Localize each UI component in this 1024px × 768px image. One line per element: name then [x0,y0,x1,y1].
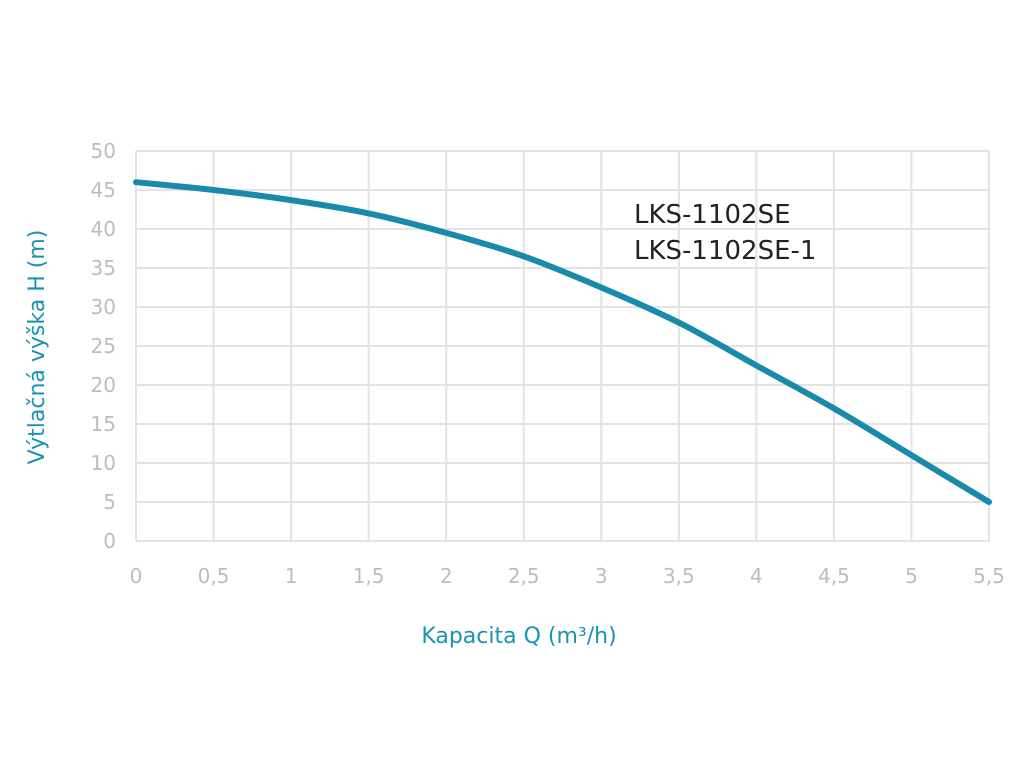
x-tick-label: 3 [595,564,608,588]
y-tick-label: 5 [103,490,116,514]
y-tick-label: 0 [103,529,116,553]
y-tick-label: 25 [91,334,116,358]
x-tick-label: 0 [130,564,143,588]
x-tick-label: 4,5 [818,564,850,588]
x-tick-label: 5 [905,564,918,588]
x-tick-label: 2 [440,564,453,588]
data-point [598,285,604,291]
y-tick-label: 20 [91,373,116,397]
x-tick-label: 1 [285,564,298,588]
data-point [676,320,682,326]
data-point [288,197,294,203]
series-group [133,179,992,505]
x-axis-title: Kapacita Q (m³/h) [421,624,616,649]
x-tick-labels: 0 0,5 1 1,5 2 2,5 3 3,5 4 4,5 5 5,5 [130,564,1005,588]
x-tick-label: 1,5 [353,564,385,588]
y-axis-title: Výtlačná výška H (m) [25,230,50,465]
x-tick-label: 3,5 [663,564,695,588]
data-point [521,253,527,259]
annotation-model-1: LKS-1102SE [634,200,791,230]
data-point [831,405,837,411]
x-tick-label: 5,5 [973,564,1005,588]
y-tick-label: 15 [91,412,116,436]
data-point [908,452,914,458]
annotation-model-2: LKS-1102SE-1 [634,236,816,266]
y-tick-label: 50 [91,139,116,163]
data-point [986,499,992,505]
performance-curve-line [133,179,992,505]
data-point [211,187,217,193]
y-tick-label: 30 [91,295,116,319]
data-point [443,230,449,236]
data-point [133,179,139,185]
grid [135,150,990,542]
x-tick-label: 4 [750,564,763,588]
y-tick-label: 45 [91,178,116,202]
y-tick-label: 35 [91,256,116,280]
x-tick-label: 0,5 [198,564,230,588]
y-tick-label: 40 [91,217,116,241]
data-point [753,363,759,369]
y-tick-label: 10 [91,451,116,475]
y-tick-labels: 0 5 10 15 20 25 30 35 40 45 50 [91,139,116,553]
data-point [366,210,372,216]
x-tick-label: 2,5 [508,564,540,588]
